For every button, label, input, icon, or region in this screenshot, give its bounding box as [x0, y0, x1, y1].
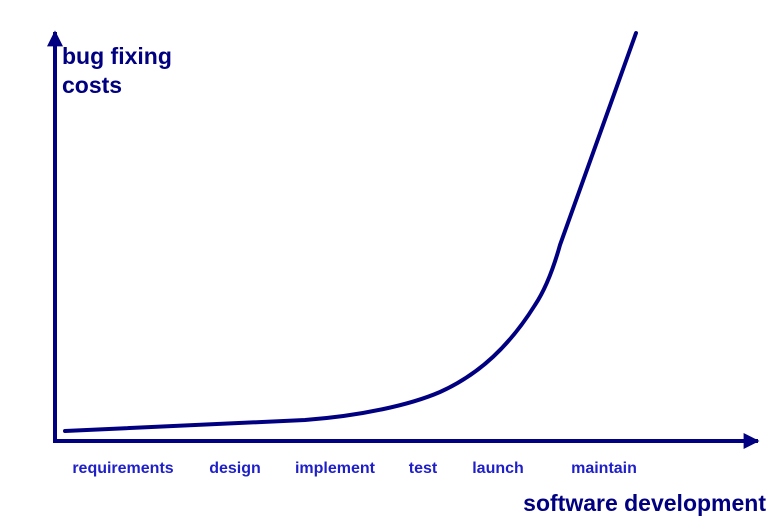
x-axis-label: software development: [523, 490, 766, 516]
stage-label: requirements: [72, 460, 173, 477]
stage-label: launch: [472, 460, 524, 477]
stage-label: maintain: [571, 460, 637, 477]
stage-label: design: [209, 460, 261, 477]
y-axis-label: costs: [62, 72, 122, 98]
stage-label: implement: [295, 460, 376, 477]
cost-curve: [63, 31, 638, 433]
stage-label: test: [409, 460, 438, 477]
stage-labels: requirements design implement test launch mai…: [72, 460, 637, 477]
y-axis-label: bug fixing: [62, 43, 172, 69]
